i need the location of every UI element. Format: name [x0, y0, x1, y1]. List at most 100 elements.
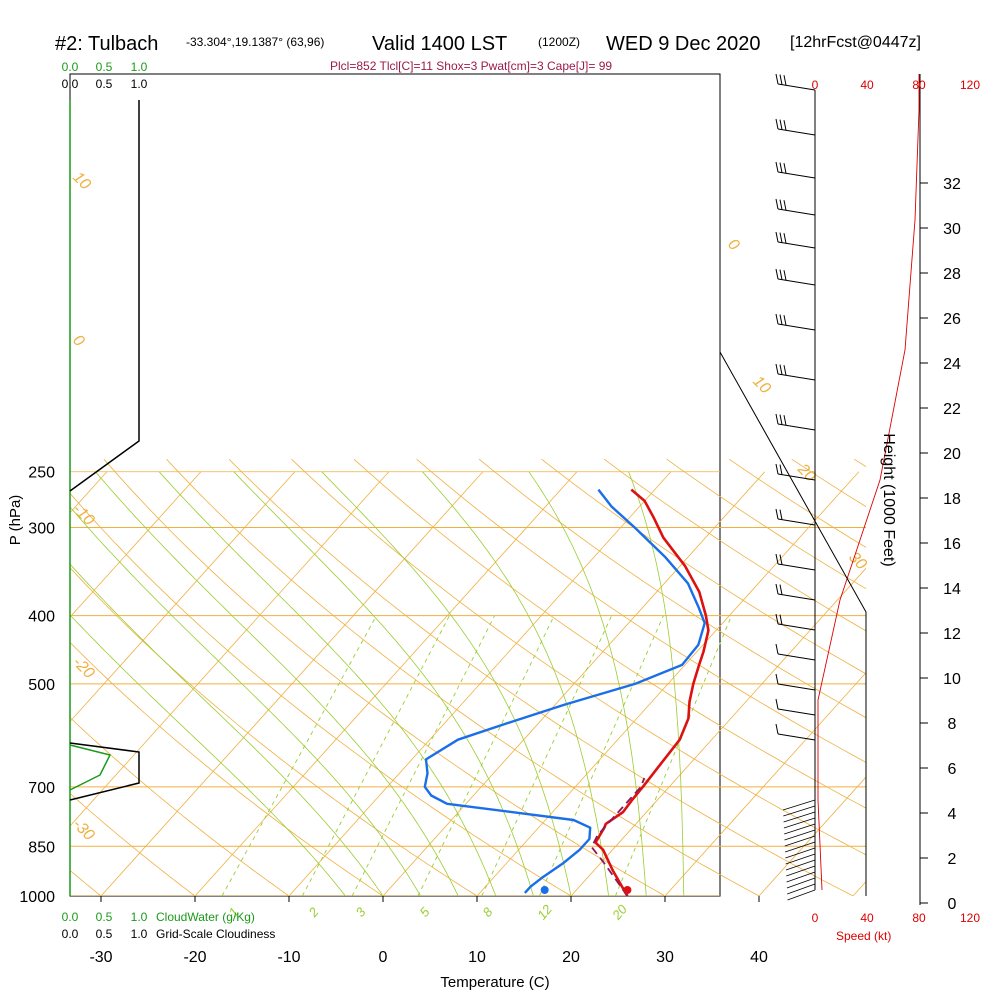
wind-barb	[775, 723, 816, 741]
isotherm-line	[476, 471, 860, 896]
dry-adiabat	[979, 459, 1000, 911]
barb-flag	[775, 723, 779, 735]
plot-frame	[69, 73, 721, 897]
isotherm-label: -20	[69, 654, 97, 682]
barb-staff	[777, 708, 816, 716]
speed-tick-bottom: 120	[960, 911, 980, 925]
temperature-tick-label: 40	[750, 949, 768, 966]
barb-flag	[775, 161, 779, 173]
temperature-tick-label: -10	[277, 949, 300, 966]
wind-barb	[775, 643, 816, 661]
barb-staff	[777, 83, 816, 91]
speed-tick-bottom: 40	[860, 911, 874, 925]
barb-staff	[777, 323, 816, 331]
barb-flag	[775, 698, 779, 710]
mixing-ratio-label: 20	[609, 901, 631, 923]
dry-adiabat	[70, 792, 196, 896]
isotherm-line	[852, 880, 866, 896]
cloudwater-tick-bottom: 0.5	[96, 910, 113, 924]
barb-flag	[779, 584, 783, 595]
barb-flag	[775, 268, 779, 280]
barb-flag	[775, 553, 779, 565]
moist-adiabat	[628, 471, 685, 896]
mixing-ratio-label: 8	[479, 904, 496, 920]
mixing-ratio-line	[301, 615, 450, 896]
cloud-panel: 0.0 0.0 0.0 0.0 0.5 0.5 0.5 0.5 1.0 1.0 1.0 1.0	[62, 60, 148, 941]
forecast-info: [12hrFcst@0447z]	[790, 34, 921, 51]
barb-flag	[783, 365, 787, 376]
wind-barb-low	[784, 829, 816, 841]
dry-adiabat	[853, 458, 866, 468]
pressure-tick-label: 300	[28, 521, 55, 538]
dry-adiabat	[478, 458, 866, 719]
barb-flag	[775, 231, 779, 243]
wind-barb	[775, 698, 816, 716]
speed-tick-top: 120	[960, 78, 980, 92]
valid-time: Valid 1400 LST	[372, 33, 507, 55]
barb-staff	[777, 563, 816, 571]
cloudiness-tick-bottom: 0.0	[62, 927, 79, 941]
parcel-line	[590, 777, 646, 896]
speed-axis-label: Speed (kt)	[836, 929, 891, 943]
wind-barb-low	[787, 883, 816, 895]
barb-flag	[779, 554, 783, 565]
height-tick-label: 26	[943, 311, 961, 328]
height-tick-label: 20	[943, 446, 961, 463]
isotherm-line	[70, 471, 296, 723]
wind-barb	[775, 268, 816, 286]
moist-adiabat	[528, 471, 647, 896]
y-axis-label: P (hPa)	[7, 495, 24, 546]
wind-barb	[775, 673, 816, 691]
moist-adiabat	[422, 471, 609, 896]
wind-barb	[775, 198, 816, 216]
isotherm-line	[70, 471, 202, 618]
cloudwater-label: CloudWater (g/Kg)	[156, 910, 255, 924]
pressure-tick-label: 1000	[19, 889, 55, 906]
pressure-tick-label: 700	[28, 780, 55, 797]
dry-adiabat	[541, 458, 866, 675]
barb-flag	[779, 74, 783, 85]
barb-flag	[775, 198, 779, 210]
barb-staff	[777, 683, 816, 691]
cloudiness-upper	[69, 100, 140, 492]
temperature-tick-label: 20	[562, 949, 580, 966]
barb-flag	[779, 119, 783, 130]
wind-barb	[775, 231, 816, 249]
moist-adiabat	[70, 506, 421, 896]
height-tick-label: 12	[943, 626, 961, 643]
isotherm-line	[758, 776, 866, 896]
height-tick-label: 28	[943, 266, 961, 283]
barb-staff	[777, 733, 816, 741]
wind-barb-low	[783, 817, 816, 829]
moist-adiabat	[158, 471, 497, 896]
height-tick-label: 22	[943, 401, 961, 418]
barb-staff	[777, 623, 816, 631]
barb-flag	[783, 415, 787, 426]
moist-adiabat	[95, 471, 459, 896]
barb-flag	[775, 73, 779, 85]
dewpoint-line	[423, 488, 706, 894]
barb-flag	[783, 75, 787, 86]
cloudwater-lower	[69, 744, 112, 791]
barb-flag	[779, 364, 783, 375]
isotherm-label: 30	[845, 549, 870, 574]
barb-staff	[777, 473, 816, 481]
barb-flag	[779, 232, 783, 243]
mixing-ratio-line	[221, 615, 377, 896]
cloudiness-lower	[69, 742, 140, 801]
wind-barb	[775, 413, 816, 431]
cloudiness-tick-top: 0.0	[62, 77, 79, 91]
barb-flag	[779, 199, 783, 210]
dry-adiabat	[70, 716, 290, 896]
cloudiness-label: Grid-Scale Cloudiness	[156, 927, 275, 941]
wind-barb-low	[786, 877, 816, 889]
wind-barb-low	[783, 811, 816, 823]
barb-flag	[779, 414, 783, 425]
barb-flag	[779, 162, 783, 173]
barb-flag	[775, 363, 779, 375]
wind-barb	[775, 463, 816, 481]
pressure-tick-label: 500	[28, 677, 55, 694]
height-tick-label: 4	[948, 806, 957, 823]
